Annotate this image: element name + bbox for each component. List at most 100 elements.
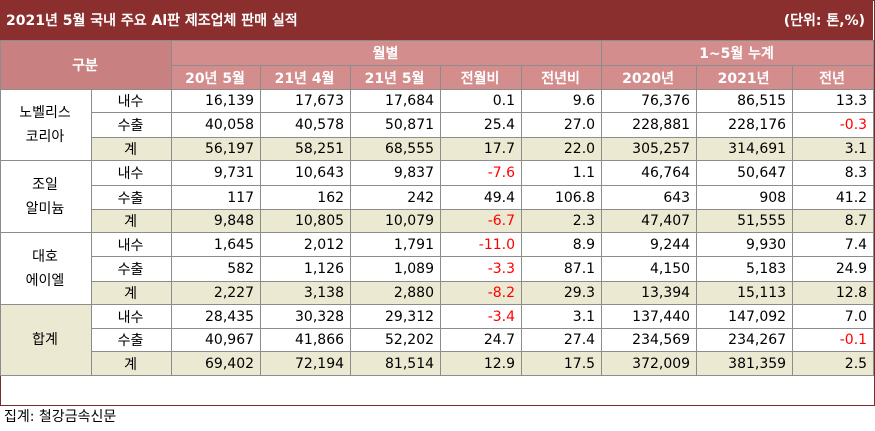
value-cell: 137,440: [601, 304, 698, 329]
value-cell: -6.7: [440, 209, 523, 233]
value-cell: 24.9: [792, 256, 875, 282]
value-cell: 10,079: [350, 209, 442, 233]
value-cell: 24.7: [440, 328, 523, 352]
row-label: 계: [90, 351, 173, 376]
value-cell: 9,930: [696, 232, 794, 257]
value-cell: 1,645: [171, 232, 262, 257]
table-row: 조일 알미늄 내수 9,731 10,643 9,837 -7.6 1.1 46,764 50,6…: [0, 160, 875, 233]
value-cell: 8.7: [792, 209, 875, 233]
value-cell: -8.2: [440, 281, 523, 305]
value-cell: 2.3: [521, 209, 603, 233]
value-cell: 76,376: [601, 89, 698, 113]
value-cell: 56,197: [171, 137, 262, 161]
value-cell: 7.4: [792, 232, 875, 257]
monthly-group-header: 월별: [171, 40, 603, 66]
column-header: 2020년: [601, 65, 698, 90]
column-header: 20년 5월: [171, 65, 262, 90]
value-cell: 40,578: [260, 112, 352, 138]
table-row: 계 9,848 10,805 10,079 -6.7 2.3 47,407 51,555 8.7: [1, 209, 875, 233]
value-cell: 3.1: [792, 137, 875, 161]
value-cell: 8.3: [792, 160, 875, 186]
table-row: 수출 582 1,126 1,089 -3.3 87.1 4,150 5,183 24.9: [1, 256, 875, 282]
value-cell: 234,267: [696, 328, 794, 352]
value-cell: 12.8: [792, 281, 875, 305]
value-cell: 46,764: [601, 160, 698, 186]
value-cell: 582: [171, 256, 262, 282]
table-title: 2021년 5월 국내 주요 Al판 제조업체 판매 실적: [6, 13, 298, 29]
column-header: 전년비: [521, 65, 603, 90]
table-row: 계 2,227 3,138 2,880 -8.2 29.3 13,394 15,113 12.8: [1, 281, 875, 305]
value-cell: 41.2: [792, 185, 875, 210]
table-row: 노벨리스 코리아 내수 16,139 17,673 17,684 0.1 9.6 76,376 8…: [0, 89, 875, 161]
value-cell: 2,012: [260, 232, 352, 257]
column-header: 2021년: [696, 65, 794, 90]
table-row: 대호 에이엘 내수 1,645 2,012 1,791 -11.0 8.9 9,244 9,930…: [0, 232, 875, 305]
value-cell: 25.4: [440, 112, 523, 138]
value-cell: 228,881: [601, 112, 698, 138]
value-cell: 17.5: [521, 351, 603, 376]
value-cell: 69,402: [171, 351, 262, 376]
value-cell: 1,791: [350, 232, 442, 257]
value-cell: 27.0: [521, 112, 603, 138]
value-cell: 15,113: [696, 281, 794, 305]
company-name: 대호 에이엘: [0, 232, 92, 305]
value-cell: 28,435: [171, 304, 262, 329]
table-body: 노벨리스 코리아 내수 16,139 17,673 17,684 0.1 9.6 76,376 8…: [0, 89, 875, 376]
row-label: 계: [90, 209, 173, 233]
value-cell: 16,139: [171, 89, 262, 113]
value-cell: 40,058: [171, 112, 262, 138]
value-cell: 4,150: [601, 256, 698, 282]
value-cell: 52,202: [350, 328, 442, 352]
value-cell: 314,691: [696, 137, 794, 161]
value-cell: 8.9: [521, 232, 603, 257]
value-cell: -3.3: [440, 256, 523, 282]
row-label: 계: [90, 281, 173, 305]
company-name: 노벨리스 코리아: [0, 89, 92, 161]
value-cell: 1,089: [350, 256, 442, 282]
table-row: 수출 40,967 41,866 52,202 24.7 27.4 234,569 234,2…: [1, 328, 875, 352]
unit-label: (단위: 톤,%): [783, 13, 865, 29]
value-cell: 3.1: [521, 304, 603, 329]
row-label: 수출: [90, 112, 173, 138]
value-cell: 9,244: [601, 232, 698, 257]
column-header: 전년: [792, 65, 875, 90]
value-cell: 22.0: [521, 137, 603, 161]
value-cell: 27.4: [521, 328, 603, 352]
table-row: 합계 내수 28,435 30,328 29,312 -3.4 3.1 137,440 147,…: [0, 304, 875, 376]
row-label: 수출: [90, 328, 173, 352]
column-header: 전월비: [440, 65, 523, 90]
value-cell: 234,569: [601, 328, 698, 352]
value-cell: -7.6: [440, 160, 523, 186]
value-cell: 68,555: [350, 137, 442, 161]
value-cell: 381,359: [696, 351, 794, 376]
row-label: 계: [90, 137, 173, 161]
value-cell: 2,227: [171, 281, 262, 305]
value-cell: 908: [696, 185, 794, 210]
value-cell: 10,805: [260, 209, 352, 233]
value-cell: 9.6: [521, 89, 603, 113]
sales-table: 구분 월별 1~5월 누계 20년 5월 21년 4월 21년 5월 전월비 전년비 20…: [0, 40, 875, 376]
value-cell: 58,251: [260, 137, 352, 161]
value-cell: 81,514: [350, 351, 442, 376]
value-cell: 5,183: [696, 256, 794, 282]
value-cell: 643: [601, 185, 698, 210]
header-row-group: 구분 월별 1~5월 누계: [0, 40, 875, 90]
row-label: 내수: [90, 304, 173, 329]
company-name: 합계: [0, 304, 92, 376]
value-cell: 72,194: [260, 351, 352, 376]
value-cell: 49.4: [440, 185, 523, 210]
value-cell: 10,643: [260, 160, 352, 186]
category-header: 구분: [0, 40, 173, 90]
value-cell: 106.8: [521, 185, 603, 210]
value-cell: 29,312: [350, 304, 442, 329]
title-bar: 2021년 5월 국내 주요 Al판 제조업체 판매 실적 (단위: 톤,%): [0, 0, 873, 40]
value-cell: 228,176: [696, 112, 794, 138]
value-cell: -3.4: [440, 304, 523, 329]
value-cell: 17,684: [350, 89, 442, 113]
value-cell: 2,880: [350, 281, 442, 305]
value-cell: 12.9: [440, 351, 523, 376]
value-cell: 41,866: [260, 328, 352, 352]
value-cell: 7.0: [792, 304, 875, 329]
value-cell: 147,092: [696, 304, 794, 329]
row-label: 내수: [90, 89, 173, 113]
